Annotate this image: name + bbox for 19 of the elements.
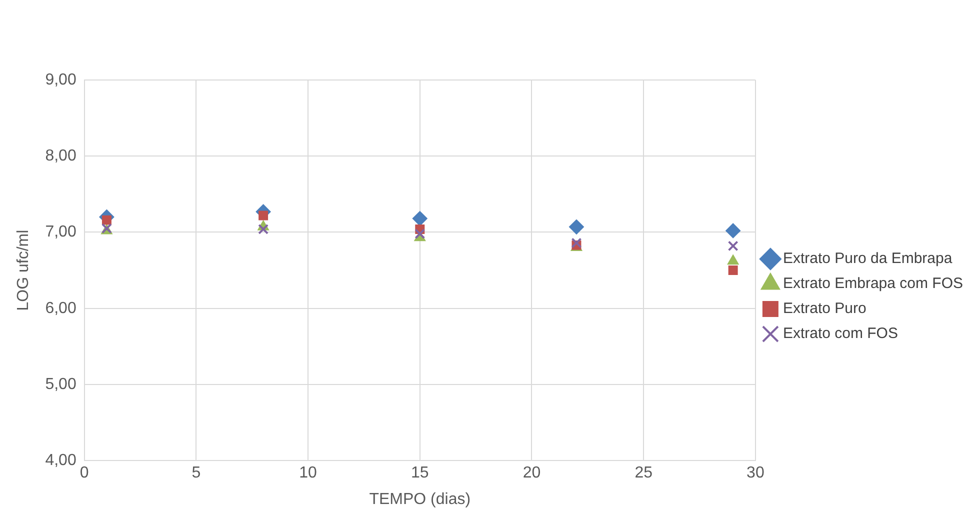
- x-tick-label: 30: [746, 464, 764, 482]
- y-tick-label: 7,00: [45, 224, 76, 241]
- y-tick-label: 5,00: [45, 376, 76, 393]
- legend-label: Extrato Puro da Embrapa: [782, 250, 953, 268]
- legend-label: Extrato com FOS: [782, 325, 898, 342]
- x-tick-label: 25: [634, 464, 653, 482]
- y-tick-label: 8,00: [45, 148, 76, 165]
- x-tick-label: 0: [80, 464, 89, 482]
- y-axis-title: LOG ufc/ml: [15, 230, 32, 311]
- legend-label: Extrato Embrapa com FOS: [782, 275, 964, 292]
- legend-label: Extrato Puro: [782, 300, 866, 318]
- y-tick-label: 9,00: [45, 71, 76, 88]
- x-tick-label: 10: [299, 464, 318, 482]
- x-axis-title: TEMPO (dias): [369, 490, 471, 508]
- y-tick-label: 4,00: [45, 452, 76, 470]
- y-tick-label: 6,00: [45, 300, 76, 317]
- x-tick-label: 20: [522, 464, 541, 482]
- x-tick-label: 15: [410, 464, 429, 482]
- x-tick-label: 5: [192, 464, 201, 482]
